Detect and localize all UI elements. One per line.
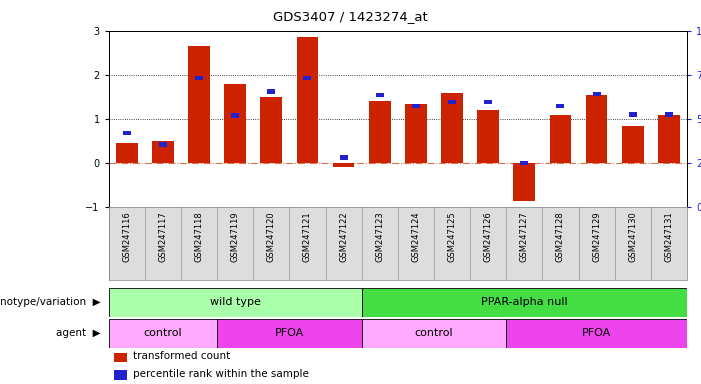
Text: GSM247124: GSM247124: [411, 211, 421, 262]
Text: GSM247118: GSM247118: [194, 211, 203, 262]
Bar: [369, 101, 390, 163]
Bar: [514, 163, 535, 201]
Bar: [333, 163, 355, 167]
Bar: [586, 95, 608, 163]
Bar: [550, 114, 571, 163]
Bar: [441, 93, 463, 163]
Bar: [231, 113, 239, 118]
Bar: [123, 131, 130, 136]
Text: PPAR-alpha null: PPAR-alpha null: [481, 297, 568, 308]
Text: GSM247117: GSM247117: [158, 211, 168, 262]
Bar: [159, 142, 167, 147]
Text: GSM247121: GSM247121: [303, 211, 312, 262]
Bar: [188, 46, 210, 163]
Bar: [412, 104, 420, 108]
Text: wild type: wild type: [210, 297, 261, 308]
Text: control: control: [415, 328, 454, 338]
Text: GDS3407 / 1423274_at: GDS3407 / 1423274_at: [273, 10, 428, 23]
Bar: [195, 76, 203, 80]
Bar: [261, 97, 282, 163]
Bar: [362, 319, 506, 348]
Bar: [592, 92, 601, 96]
Text: GSM247131: GSM247131: [665, 211, 674, 262]
Text: PFOA: PFOA: [582, 328, 611, 338]
Text: GSM247130: GSM247130: [628, 211, 637, 262]
Bar: [448, 100, 456, 104]
Bar: [152, 141, 174, 163]
Bar: [224, 84, 246, 163]
Text: GSM247119: GSM247119: [231, 211, 240, 262]
Bar: [665, 113, 673, 117]
Bar: [109, 288, 362, 317]
Bar: [629, 113, 637, 117]
Text: percentile rank within the sample: percentile rank within the sample: [133, 369, 309, 379]
Bar: [484, 100, 492, 104]
Bar: [405, 104, 427, 163]
Text: GSM247129: GSM247129: [592, 211, 601, 262]
Bar: [116, 143, 137, 163]
Text: GSM247120: GSM247120: [267, 211, 275, 262]
Text: PFOA: PFOA: [275, 328, 304, 338]
Bar: [557, 104, 564, 108]
Bar: [114, 370, 127, 379]
Bar: [217, 319, 362, 348]
Bar: [376, 93, 383, 97]
Bar: [339, 155, 348, 160]
Bar: [304, 76, 311, 80]
Text: control: control: [144, 328, 182, 338]
Bar: [362, 288, 687, 317]
Bar: [506, 319, 687, 348]
Text: agent  ▶: agent ▶: [55, 328, 100, 338]
Text: GSM247122: GSM247122: [339, 211, 348, 262]
Bar: [520, 161, 529, 166]
Text: transformed count: transformed count: [133, 351, 230, 361]
Text: GSM247127: GSM247127: [520, 211, 529, 262]
Bar: [267, 89, 275, 94]
Text: GSM247123: GSM247123: [375, 211, 384, 262]
Text: GSM247126: GSM247126: [484, 211, 493, 262]
Bar: [658, 114, 680, 163]
Bar: [477, 110, 499, 163]
Bar: [622, 126, 644, 163]
Bar: [297, 37, 318, 163]
Text: GSM247128: GSM247128: [556, 211, 565, 262]
Text: GSM247125: GSM247125: [447, 211, 456, 262]
Text: genotype/variation  ▶: genotype/variation ▶: [0, 297, 100, 308]
Bar: [114, 353, 127, 362]
Bar: [109, 319, 217, 348]
Text: GSM247116: GSM247116: [122, 211, 131, 262]
